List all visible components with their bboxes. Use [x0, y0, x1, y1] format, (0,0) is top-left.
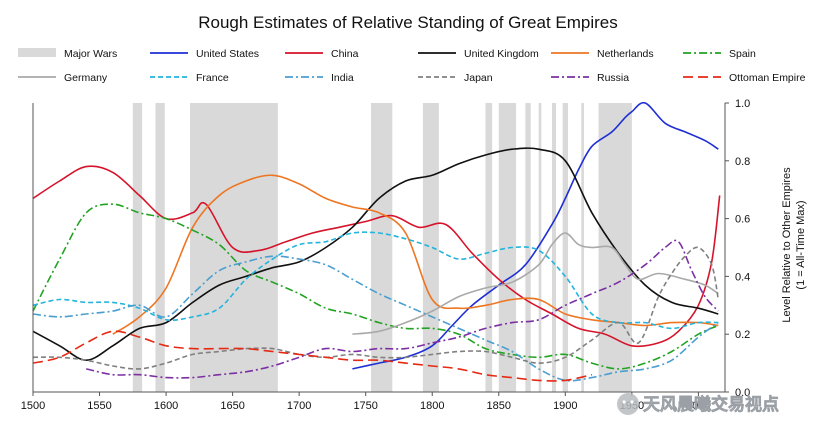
x-tick-label: 1850	[487, 400, 511, 412]
major-war-band-9	[552, 103, 556, 392]
legend-item-spain: Spain	[683, 48, 756, 60]
legend-label: Netherlands	[597, 48, 654, 60]
legend-label: China	[331, 48, 359, 60]
legend-item-netherlands: Netherlands	[551, 48, 654, 60]
major-war-band-0	[132, 103, 143, 392]
y-tick-label: 1.0	[735, 98, 750, 110]
y-tick-label: 0.2	[735, 329, 750, 341]
series-line-united-kingdom	[32, 147, 719, 361]
series-line-russia	[86, 239, 719, 379]
series-line-china	[32, 165, 721, 348]
legend-label: Spain	[729, 48, 756, 60]
legend-label: Ottoman Empire	[729, 72, 806, 84]
major-war-band-5	[485, 103, 493, 392]
major-war-band-2	[190, 103, 278, 392]
series-layer	[32, 101, 721, 382]
legend-label: India	[331, 72, 354, 84]
x-tick-label: 1600	[154, 400, 178, 412]
wechat-icon-eye-right	[630, 400, 634, 404]
legend-label: France	[196, 72, 229, 84]
y-axis-sublabel: (1 = All-Time Max)	[795, 200, 807, 289]
major-war-band-10	[562, 103, 568, 392]
legend-item-india: India	[285, 72, 354, 84]
major-war-band-1	[155, 103, 165, 392]
legend-item-united-states: United States	[150, 48, 259, 60]
legend-item-united-kingdom: United Kingdom	[418, 48, 539, 60]
major-war-band-11	[581, 103, 584, 392]
watermark: 天风晨曦交易视点	[617, 393, 779, 415]
y-tick-label: 0.6	[735, 214, 750, 226]
legend-item-japan: Japan	[418, 72, 493, 84]
x-tick-label: 1500	[21, 400, 45, 412]
y-tick-label: 0.8	[735, 156, 750, 168]
watermark-text: 天风晨曦交易视点	[643, 394, 779, 414]
legend-label: Germany	[64, 72, 108, 84]
legend-label: United States	[196, 48, 259, 60]
series-line-ottoman-empire	[32, 330, 593, 382]
x-tick-label: 1700	[287, 400, 311, 412]
series-line-spain	[32, 203, 719, 370]
series-line-france	[32, 231, 719, 330]
series-line-india	[32, 255, 719, 382]
legend-swatch	[18, 48, 56, 57]
x-tick-label: 2000	[686, 400, 710, 412]
major-war-band-3	[371, 103, 393, 392]
y-axis-label: Level Relative to Other Empires	[781, 167, 793, 323]
legend-item-russia: Russia	[551, 72, 629, 84]
legend-label: Major Wars	[64, 48, 117, 60]
legend-item-major-wars: Major Wars	[18, 48, 117, 60]
series-line-united-states	[352, 101, 719, 370]
x-tick-label: 1900	[553, 400, 577, 412]
chart-title: Rough Estimates of Relative Standing of …	[198, 13, 618, 32]
series-line-germany	[352, 232, 719, 335]
wechat-icon-eye-left	[622, 400, 626, 404]
legend-item-ottoman-empire: Ottoman Empire	[683, 72, 806, 84]
major-war-band-6	[498, 103, 517, 392]
major-war-band-4	[422, 103, 439, 392]
legend-item-china: China	[285, 48, 359, 60]
y-tick-label: 0.4	[735, 271, 750, 283]
x-tick-label: 1550	[87, 400, 111, 412]
legend: Major Wars United States China United Kingd…	[18, 48, 806, 84]
legend-item-germany: Germany	[18, 72, 108, 84]
x-tick-label: 1650	[220, 400, 244, 412]
y-tick-label: 0.0	[735, 387, 750, 399]
legend-label: Russia	[597, 72, 629, 84]
major-war-band-8	[538, 103, 542, 392]
legend-label: Japan	[464, 72, 493, 84]
series-line-japan	[32, 246, 720, 370]
x-tick-label: 1800	[420, 400, 444, 412]
legend-item-france: France	[150, 72, 229, 84]
x-tick-label: 1750	[353, 400, 377, 412]
wechat-icon	[617, 393, 639, 415]
legend-label: United Kingdom	[464, 48, 539, 60]
